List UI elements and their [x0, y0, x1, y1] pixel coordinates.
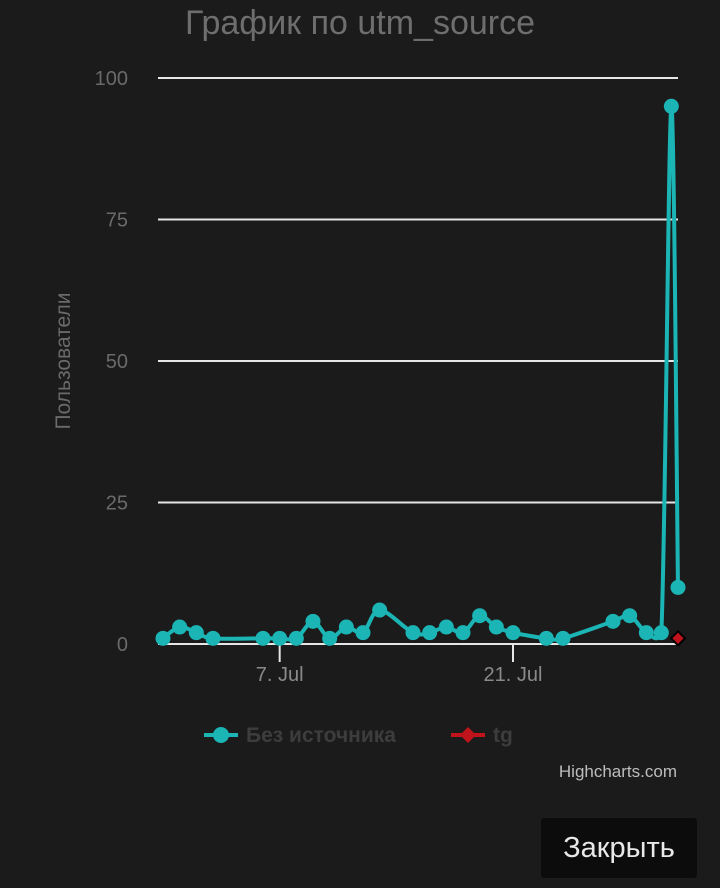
data-point-bez-istochnika[interactable] [670, 579, 686, 595]
data-point-bez-istochnika[interactable] [172, 619, 188, 635]
highcharts-credits[interactable]: Highcharts.com [559, 762, 677, 781]
data-point-bez-istochnika[interactable] [155, 630, 171, 646]
y-tick-label-100: 100 [95, 68, 128, 90]
data-point-bez-istochnika[interactable] [605, 613, 621, 629]
legend-label-bez-istochnika: Без источника [246, 724, 396, 747]
data-point-bez-istochnika[interactable] [322, 630, 338, 646]
data-point-bez-istochnika[interactable] [438, 619, 454, 635]
data-point-bez-istochnika[interactable] [205, 630, 221, 646]
data-point-bez-istochnika[interactable] [488, 619, 504, 635]
data-point-bez-istochnika[interactable] [622, 608, 638, 624]
data-point-bez-istochnika[interactable] [255, 630, 271, 646]
y-tick-label-50: 50 [106, 351, 128, 373]
data-point-bez-istochnika[interactable] [472, 608, 488, 624]
data-point-bez-istochnika[interactable] [305, 613, 321, 629]
y-axis-title: Пользователи [52, 292, 75, 429]
y-tick-label-25: 25 [106, 493, 128, 515]
data-point-bez-istochnika[interactable] [638, 625, 654, 641]
grid-layer [158, 77, 678, 645]
data-point-bez-istochnika[interactable] [663, 98, 679, 114]
data-point-bez-istochnika[interactable] [455, 625, 471, 641]
data-point-bez-istochnika[interactable] [538, 630, 554, 646]
legend-label-tg: tg [493, 724, 513, 747]
data-point-bez-istochnika[interactable] [272, 630, 288, 646]
data-point-bez-istochnika[interactable] [372, 602, 388, 618]
series-layer [155, 98, 687, 647]
data-point-bez-istochnika[interactable] [505, 625, 521, 641]
legend-marker-bez-istochnika [213, 727, 229, 743]
data-point-bez-istochnika[interactable] [653, 625, 669, 641]
data-point-bez-istochnika[interactable] [338, 619, 354, 635]
x-tick-label-7: 7. Jul [256, 664, 304, 686]
legend-item-tg[interactable]: tg [451, 724, 513, 747]
chart-title: График по utm_source [185, 4, 535, 42]
data-point-bez-istochnika[interactable] [405, 625, 421, 641]
series-line-bez-istochnika [161, 104, 680, 642]
data-point-bez-istochnika[interactable] [355, 625, 371, 641]
x-tick-label-21: 21. Jul [484, 664, 543, 686]
data-point-tg[interactable] [669, 629, 687, 647]
y-tick-label-75: 75 [106, 210, 128, 232]
data-point-bez-istochnika[interactable] [422, 625, 438, 641]
y-axis-ticks: 0 25 50 75 100 [95, 68, 128, 656]
x-axis-ticks: 7. Jul 21. Jul [256, 644, 543, 686]
legend: Без источника tg [204, 724, 513, 747]
legend-marker-tg [460, 727, 476, 743]
data-point-bez-istochnika[interactable] [188, 625, 204, 641]
close-button[interactable]: Закрыть [541, 818, 697, 878]
data-point-bez-istochnika[interactable] [288, 630, 304, 646]
legend-item-bez-istochnika[interactable]: Без источника [204, 724, 396, 747]
y-tick-label-0: 0 [117, 634, 128, 656]
data-point-bez-istochnika[interactable] [555, 630, 571, 646]
